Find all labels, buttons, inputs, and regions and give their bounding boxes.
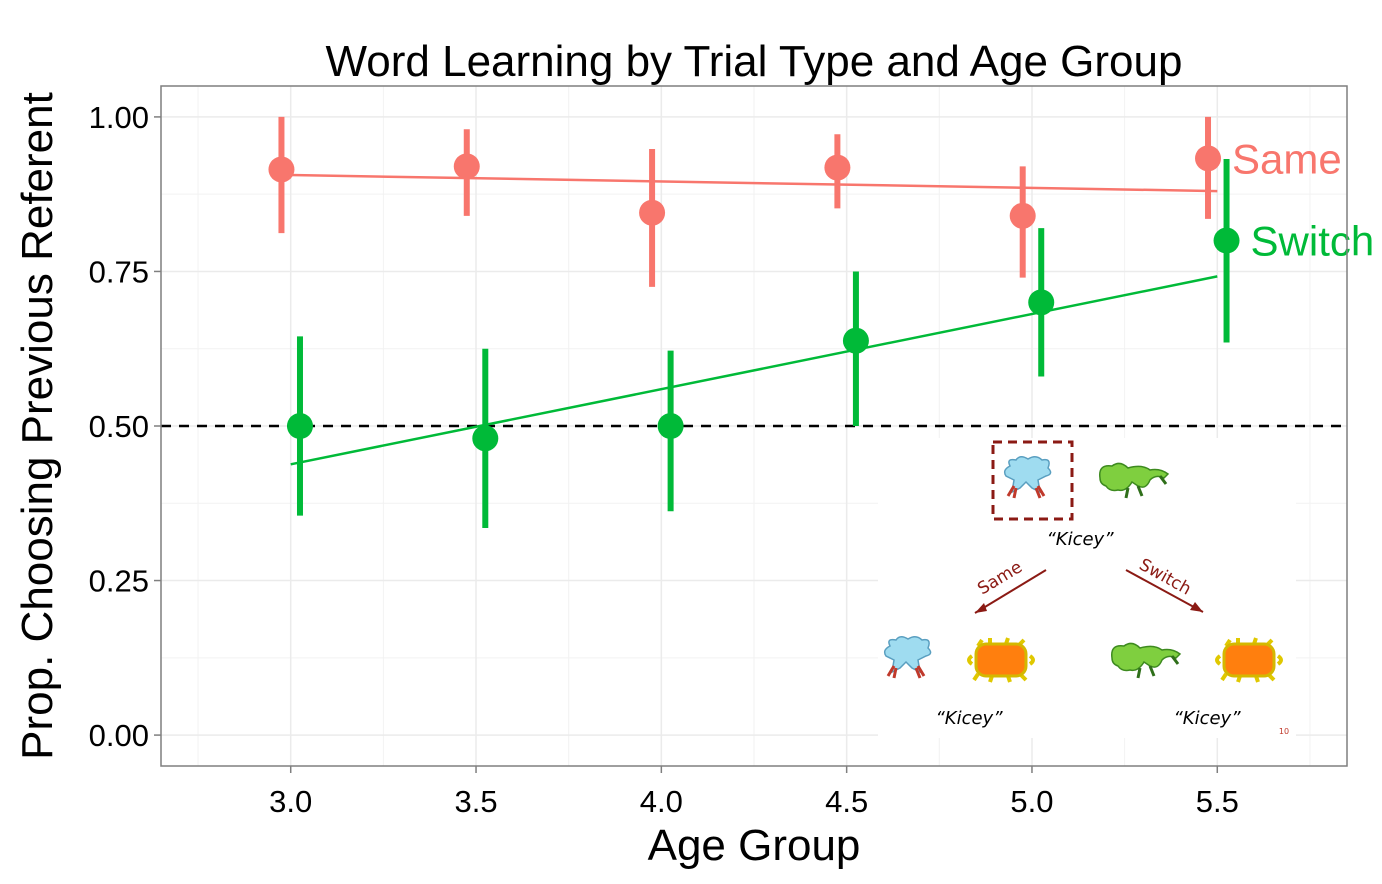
series-labels: Same Switch bbox=[1232, 135, 1374, 264]
switch-fit-line bbox=[290, 275, 1218, 466]
same-point bbox=[453, 153, 480, 180]
same-point bbox=[268, 156, 295, 183]
x-tick-label: 4.0 bbox=[640, 784, 683, 819]
same-arrow bbox=[974, 569, 1047, 614]
x-tick-label: 5.5 bbox=[1196, 784, 1239, 819]
y-tick-label: 0.00 bbox=[89, 718, 149, 753]
green-creature-icon bbox=[1099, 462, 1170, 499]
top-word-label: “Kicey” bbox=[1046, 529, 1114, 550]
y-axis-ticks: 0.00 0.25 0.50 0.75 1.00 bbox=[89, 100, 161, 753]
x-axis-ticks: 3.0 3.5 4.0 4.5 5.0 5.5 bbox=[269, 766, 1239, 819]
fit-lines bbox=[290, 173, 1218, 466]
same-point bbox=[824, 154, 851, 181]
y-tick-label: 1.00 bbox=[89, 100, 149, 135]
x-axis-title: Age Group bbox=[648, 821, 861, 870]
y-tick-label: 0.50 bbox=[89, 409, 149, 444]
inset-background bbox=[878, 438, 1296, 738]
same-fit-line bbox=[290, 173, 1218, 193]
switch-arrow-head bbox=[1190, 602, 1203, 612]
switch-point bbox=[1028, 289, 1055, 316]
right-word-label: “Kicey” bbox=[1173, 708, 1241, 729]
switch-point bbox=[657, 413, 684, 439]
same-arrow-head bbox=[975, 603, 987, 613]
blue-creature-icon bbox=[1003, 456, 1052, 499]
switch-point bbox=[842, 327, 869, 354]
x-tick-label: 3.5 bbox=[454, 784, 497, 819]
orange-creature-icon bbox=[967, 637, 1035, 683]
orange-creature-icon bbox=[1215, 637, 1283, 683]
inset-illustration: “Kicey” Same Switch “Kicey” “Kicey” bbox=[878, 438, 1296, 738]
same-point bbox=[639, 199, 666, 226]
x-tick-label: 5.0 bbox=[1010, 784, 1053, 819]
y-tick-label: 0.25 bbox=[89, 564, 149, 599]
page-number: 10 bbox=[1279, 727, 1289, 736]
chart-title: Word Learning by Trial Type and Age Grou… bbox=[326, 37, 1183, 86]
switch-series-label: Switch bbox=[1251, 218, 1375, 265]
switch-point bbox=[472, 425, 499, 452]
same-point bbox=[1009, 202, 1036, 229]
y-tick-label: 0.75 bbox=[89, 254, 149, 289]
green-creature-icon bbox=[1111, 642, 1182, 679]
switch-point bbox=[286, 413, 313, 439]
same-series-label: Same bbox=[1232, 135, 1342, 182]
switch-point bbox=[1213, 227, 1240, 254]
y-axis-title: Prop. Choosing Previous Referent bbox=[13, 92, 62, 760]
blue-creature-icon bbox=[883, 636, 932, 679]
left-word-label: “Kicey” bbox=[935, 708, 1003, 729]
selection-box bbox=[991, 440, 1074, 521]
data-points bbox=[268, 145, 1240, 452]
x-tick-label: 3.0 bbox=[269, 784, 312, 819]
switch-arrow bbox=[1125, 569, 1204, 613]
same-point bbox=[1195, 145, 1222, 172]
x-tick-label: 4.5 bbox=[825, 784, 868, 819]
